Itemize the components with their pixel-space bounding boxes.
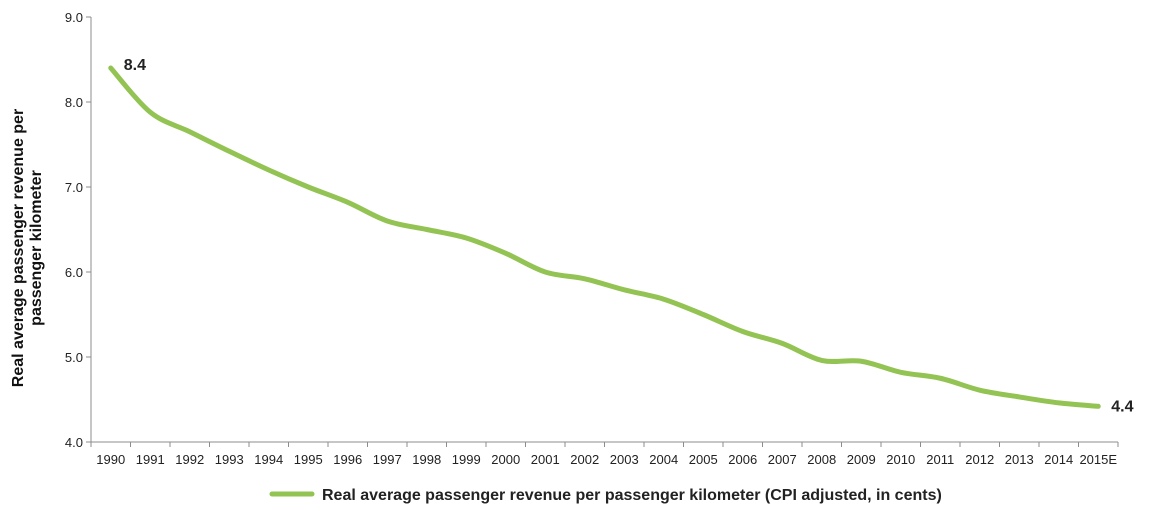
x-tick-label: 2004	[649, 452, 678, 467]
y-axis-title: Real average passenger revenue perpassen…	[10, 109, 45, 387]
legend-label: Real average passenger revenue per passe…	[322, 487, 942, 504]
series-line	[108, 65, 1101, 409]
data-labels: 8.4 4.4	[124, 57, 1134, 415]
x-tick-label: 1992	[175, 452, 204, 467]
x-tick-label: 1995	[294, 452, 323, 467]
y-tick-label: 9.0	[65, 10, 83, 25]
x-tick-label: 2014	[1044, 452, 1073, 467]
y-axis-title-line-1: Real average passenger revenue per	[10, 109, 27, 387]
y-tick-label: 6.0	[65, 265, 83, 280]
x-tick-label: 2015E	[1079, 452, 1117, 467]
x-tick-label: 2009	[847, 452, 876, 467]
x-tick-label: 1996	[333, 452, 362, 467]
data-label-first: 8.4	[124, 57, 146, 74]
x-tick-label: 2011	[926, 452, 954, 467]
y-axis-title-text: Real average passenger revenue perpassen…	[10, 109, 45, 387]
x-tick-label: 2000	[491, 452, 520, 467]
y-tick-label: 8.0	[65, 95, 83, 110]
x-tick-label: 2010	[886, 452, 915, 467]
x-tick-label: 2012	[965, 452, 994, 467]
x-tick-label: 1991	[136, 452, 165, 467]
x-tick-label: 2005	[689, 452, 718, 467]
x-tick-label: 2001	[531, 452, 560, 467]
y-axis-title-line-2: passenger kilometer	[28, 170, 45, 326]
x-tick-label: 1997	[373, 452, 402, 467]
x-tick-label: 2008	[807, 452, 836, 467]
x-tick-label: 1994	[254, 452, 283, 467]
y-tick-label: 5.0	[65, 350, 83, 365]
x-tick-label: 1993	[215, 452, 244, 467]
y-tick-label: 7.0	[65, 180, 83, 195]
legend: Real average passenger revenue per passe…	[269, 487, 942, 504]
y-tick-label: 4.0	[65, 435, 83, 450]
x-tick-label: 2006	[728, 452, 757, 467]
x-tick-label: 2007	[768, 452, 797, 467]
x-axis: 1990 1991 1992 1993 1994 1995 1996 1997 1998 1999…	[90, 441, 1119, 467]
x-tick-label: 2002	[570, 452, 599, 467]
x-tick-label: 1999	[452, 452, 481, 467]
x-tick-label: 2013	[1005, 452, 1034, 467]
series-layer	[108, 65, 1101, 409]
x-tick-label: 2003	[610, 452, 639, 467]
y-axis: 4.0 5.0 6.0 7.0 8.0 9.0	[65, 10, 92, 450]
data-label-last: 4.4	[1111, 398, 1133, 415]
x-tick-label: 1990	[96, 452, 125, 467]
x-tick-label: 1998	[412, 452, 441, 467]
